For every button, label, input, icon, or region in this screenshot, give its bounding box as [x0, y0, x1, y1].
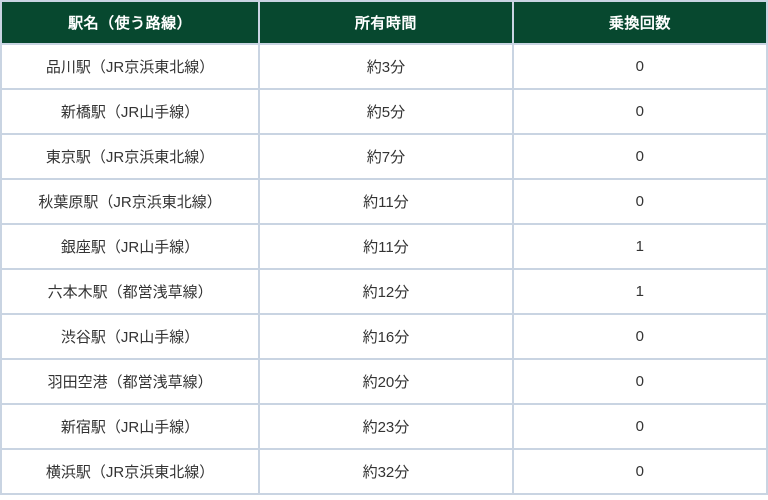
table-row: 新宿駅（JR山手線） 約23分 0 [0, 403, 768, 450]
transfers-cell: 0 [511, 448, 768, 495]
duration-cell: 約12分 [258, 268, 514, 315]
transfers-cell: 0 [511, 133, 768, 180]
table-row: 新橋駅（JR山手線） 約5分 0 [0, 88, 768, 135]
table-body: 品川駅（JR京浜東北線） 約3分 0 新橋駅（JR山手線） 約5分 0 東京駅（… [0, 43, 768, 495]
duration-cell: 約16分 [258, 313, 514, 360]
table-row: 銀座駅（JR山手線） 約11分 1 [0, 223, 768, 270]
transfers-cell: 1 [511, 223, 768, 270]
transfers-cell: 0 [511, 178, 768, 225]
duration-cell: 約5分 [258, 88, 514, 135]
duration-cell: 約11分 [258, 223, 514, 270]
header-station-line: 駅名（使う路線） [0, 0, 261, 45]
transfers-cell: 0 [511, 403, 768, 450]
duration-cell: 約23分 [258, 403, 514, 450]
station-cell: 羽田空港（都営浅草線） [0, 358, 261, 405]
station-cell: 新宿駅（JR山手線） [0, 403, 261, 450]
station-cell: 銀座駅（JR山手線） [0, 223, 261, 270]
station-cell: 秋葉原駅（JR京浜東北線） [0, 178, 261, 225]
table-row: 品川駅（JR京浜東北線） 約3分 0 [0, 43, 768, 90]
table-header: 駅名（使う路線） 所有時間 乗換回数 [0, 0, 768, 45]
transfers-cell: 1 [511, 268, 768, 315]
station-cell: 東京駅（JR京浜東北線） [0, 133, 261, 180]
station-cell: 渋谷駅（JR山手線） [0, 313, 261, 360]
header-duration: 所有時間 [258, 0, 514, 45]
duration-cell: 約7分 [258, 133, 514, 180]
station-cell: 六本木駅（都営浅草線） [0, 268, 261, 315]
table-row: 羽田空港（都営浅草線） 約20分 0 [0, 358, 768, 405]
station-cell: 新橋駅（JR山手線） [0, 88, 261, 135]
station-cell: 品川駅（JR京浜東北線） [0, 43, 261, 90]
station-cell: 横浜駅（JR京浜東北線） [0, 448, 261, 495]
duration-cell: 約11分 [258, 178, 514, 225]
header-row: 駅名（使う路線） 所有時間 乗換回数 [0, 0, 768, 45]
header-transfers: 乗換回数 [511, 0, 768, 45]
transfers-cell: 0 [511, 313, 768, 360]
transfers-cell: 0 [511, 358, 768, 405]
duration-cell: 約3分 [258, 43, 514, 90]
duration-cell: 約20分 [258, 358, 514, 405]
table-row: 横浜駅（JR京浜東北線） 約32分 0 [0, 448, 768, 495]
table-row: 秋葉原駅（JR京浜東北線） 約11分 0 [0, 178, 768, 225]
table-row: 渋谷駅（JR山手線） 約16分 0 [0, 313, 768, 360]
duration-cell: 約32分 [258, 448, 514, 495]
transfers-cell: 0 [511, 88, 768, 135]
transfers-cell: 0 [511, 43, 768, 90]
table-row: 東京駅（JR京浜東北線） 約7分 0 [0, 133, 768, 180]
table-row: 六本木駅（都営浅草線） 約12分 1 [0, 268, 768, 315]
